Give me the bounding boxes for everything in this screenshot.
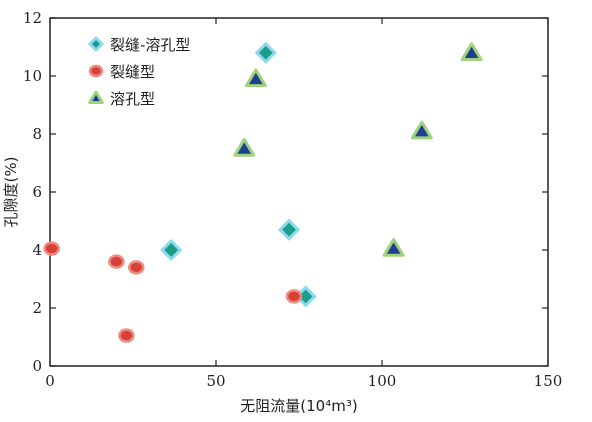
data-point-triangle: [460, 42, 483, 62]
x-axis-title: 无阻流量(10⁴m³): [240, 397, 357, 415]
y-axis-ticks: 0 2 4 6 8 10 12: [23, 9, 548, 375]
data-point-triangle: [233, 138, 256, 157]
y-tick-label: 2: [32, 299, 42, 317]
legend-marker-diamond: [87, 35, 105, 53]
data-point-circle: [128, 260, 145, 275]
y-tick-label: 8: [32, 125, 42, 143]
legend-label: 溶孔型: [110, 90, 155, 108]
x-tick-label: 0: [45, 372, 55, 390]
data-point-triangle: [382, 238, 405, 257]
y-tick-label: 10: [23, 67, 42, 85]
y-tick-label: 4: [32, 241, 42, 259]
legend-label: 裂缝-溶孔型: [110, 36, 190, 54]
legend-marker-circle: [88, 64, 104, 78]
data-point-diamond: [160, 238, 183, 262]
y-tick-label: 12: [23, 9, 42, 27]
x-tick-label: 50: [206, 372, 225, 390]
data-point-circle: [118, 328, 135, 343]
data-point-circle: [108, 254, 125, 269]
y-axis-title: 孔隙度(%): [2, 157, 20, 228]
data-point-triangle: [244, 68, 267, 88]
data-point-circle: [43, 241, 60, 256]
y-tick-label: 0: [32, 357, 42, 375]
legend-label: 裂缝型: [110, 63, 155, 81]
data-point-diamond: [277, 218, 301, 241]
x-axis-ticks: 0 50 100 150: [45, 18, 562, 390]
data-point-diamond: [254, 41, 277, 64]
legend-marker-triangle: [88, 90, 104, 104]
data-point-triangle: [410, 120, 433, 140]
data-points: [43, 41, 483, 343]
data-point-circle: [285, 289, 303, 304]
x-tick-label: 150: [534, 372, 563, 390]
y-tick-label: 6: [32, 183, 42, 201]
plot-area: [49, 17, 549, 367]
x-tick-label: 100: [368, 372, 397, 390]
